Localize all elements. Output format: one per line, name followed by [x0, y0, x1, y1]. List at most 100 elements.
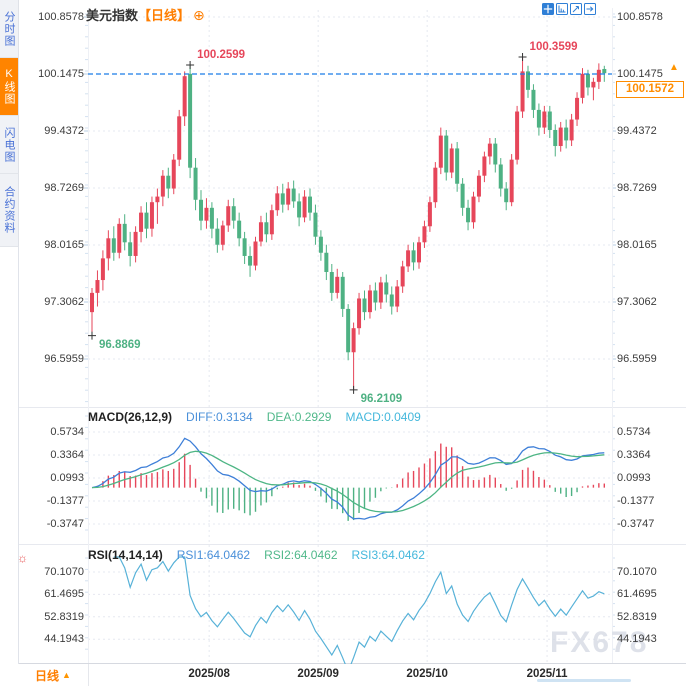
candle-body [460, 183, 465, 208]
candle-body [455, 148, 460, 184]
watermark: FX678 [550, 626, 649, 659]
candle-body [542, 111, 547, 128]
candle-body [117, 223, 122, 253]
macd-name: MACD(26,12,9) [88, 410, 173, 424]
rsi-axis-label: 61.4695 [44, 588, 84, 601]
date-label: 2025/11 [526, 668, 568, 680]
candle-body [171, 159, 176, 189]
candle-body [258, 222, 263, 242]
macd-axis-label: -0.1377 [617, 495, 655, 507]
rsi3-value: RSI3:64.0462 [351, 548, 425, 562]
price-axis-label: 100.1475 [617, 68, 663, 80]
candle-body [215, 228, 220, 245]
extreme-marker [88, 331, 96, 340]
candle-body [351, 328, 356, 353]
candle-body [226, 206, 231, 226]
candle-body [128, 242, 133, 256]
candle-body [466, 207, 471, 223]
dea-line [91, 450, 605, 513]
rsi2-value: RSI2:64.0462 [264, 548, 338, 562]
axis-zoom-icon[interactable] [556, 2, 568, 15]
candle-body [177, 116, 182, 160]
sidebar-tab-kline-chart[interactable]: K线图 [0, 58, 19, 116]
candle-body [438, 135, 443, 168]
crosshair-icon[interactable] [542, 2, 554, 15]
candle-body [553, 129, 558, 147]
chart-title: 美元指数【日线】 ⊕ [86, 5, 205, 24]
macd-axis-label: -0.3747 [617, 518, 655, 530]
candle-body [286, 188, 291, 205]
last-price-tag: 100.1572 [616, 81, 684, 98]
sidebar-tab-lightning-chart[interactable]: 闪电图 [0, 116, 19, 174]
time-axis-bar: 日线 ▲ [0, 664, 686, 686]
candle-body [422, 226, 427, 243]
candle-body [95, 280, 100, 293]
indicator-settings-icon[interactable]: ☼ [17, 551, 28, 565]
price-axis-label: 97.3062 [617, 296, 657, 308]
candle-body [155, 196, 160, 203]
macd-axis-label: 0.3364 [617, 449, 651, 461]
period-tag: 【日线】 [138, 8, 191, 23]
candle-body [264, 222, 269, 235]
period-label: 日线 [35, 668, 60, 683]
period-selector[interactable]: 日线 ▲ [18, 664, 89, 686]
candle-body [329, 272, 334, 293]
circle-plus-icon[interactable]: ⊕ [193, 7, 205, 23]
candle-body [144, 212, 149, 229]
candle-body [248, 255, 253, 266]
price-axis-label: 98.7269 [617, 182, 657, 194]
candle-body [449, 148, 454, 173]
candle-body [122, 223, 127, 243]
candle-body [133, 231, 138, 256]
candle-body [237, 220, 242, 239]
price-axis-label: 100.8578 [617, 11, 663, 23]
macd-value: MACD:0.0409 [345, 410, 421, 424]
range-scrollbar[interactable] [537, 679, 631, 682]
candle-body [340, 276, 345, 309]
candle-body [487, 143, 492, 157]
rsi-axis-label: 44.1943 [617, 633, 657, 646]
candle-body [520, 71, 525, 112]
candle-body [324, 252, 329, 273]
candle-body [357, 298, 362, 329]
candle-body [427, 202, 432, 227]
candle-body [476, 175, 481, 197]
price-annotation: 100.2599 [197, 48, 246, 61]
macd-axis-label: -0.3747 [46, 518, 84, 530]
candle-body [182, 76, 187, 117]
macd-header: MACD(26,12,9) DIFF:0.3134 DEA:0.2929 MAC… [88, 410, 421, 424]
candle-body [275, 193, 280, 211]
price-annotation: 96.8869 [99, 338, 141, 351]
candle-body [362, 298, 367, 313]
candle-body [297, 201, 302, 218]
rsi-name: RSI(14,14,14) [88, 548, 163, 562]
sidebar-tab-contract-info[interactable]: 合约资料 [0, 174, 19, 247]
candle-body [498, 164, 503, 189]
candle-body [269, 210, 274, 235]
price-axis-label: 96.5959 [617, 353, 657, 365]
box-zoom-icon[interactable] [570, 2, 582, 15]
sidebar-tab-time-chart[interactable]: 分时图 [0, 0, 19, 58]
candle-body [602, 68, 607, 74]
price-axis-label: 96.5959 [44, 353, 84, 365]
candle-body [373, 290, 378, 303]
triangle-up-icon: ▲ [62, 670, 71, 680]
pan-right-icon[interactable] [584, 2, 596, 15]
price-axis-label: 98.7269 [44, 182, 84, 194]
candle-body [580, 73, 585, 98]
candle-body [536, 109, 541, 128]
candle-body [526, 71, 530, 90]
extreme-marker [518, 52, 527, 61]
candle-body [515, 111, 520, 160]
candle-body [547, 111, 552, 130]
candle-body [569, 119, 574, 141]
candle-body [242, 238, 247, 256]
price-annotation: 96.2109 [360, 392, 403, 405]
candle-body [564, 127, 569, 141]
price-axis-label: 100.8578 [38, 11, 84, 23]
rsi-header: RSI(14,14,14) RSI1:64.0462 RSI2:64.0462 … [88, 548, 425, 562]
chart-toolbar [542, 2, 596, 15]
candle-body [482, 156, 487, 176]
candle-body [596, 69, 601, 82]
